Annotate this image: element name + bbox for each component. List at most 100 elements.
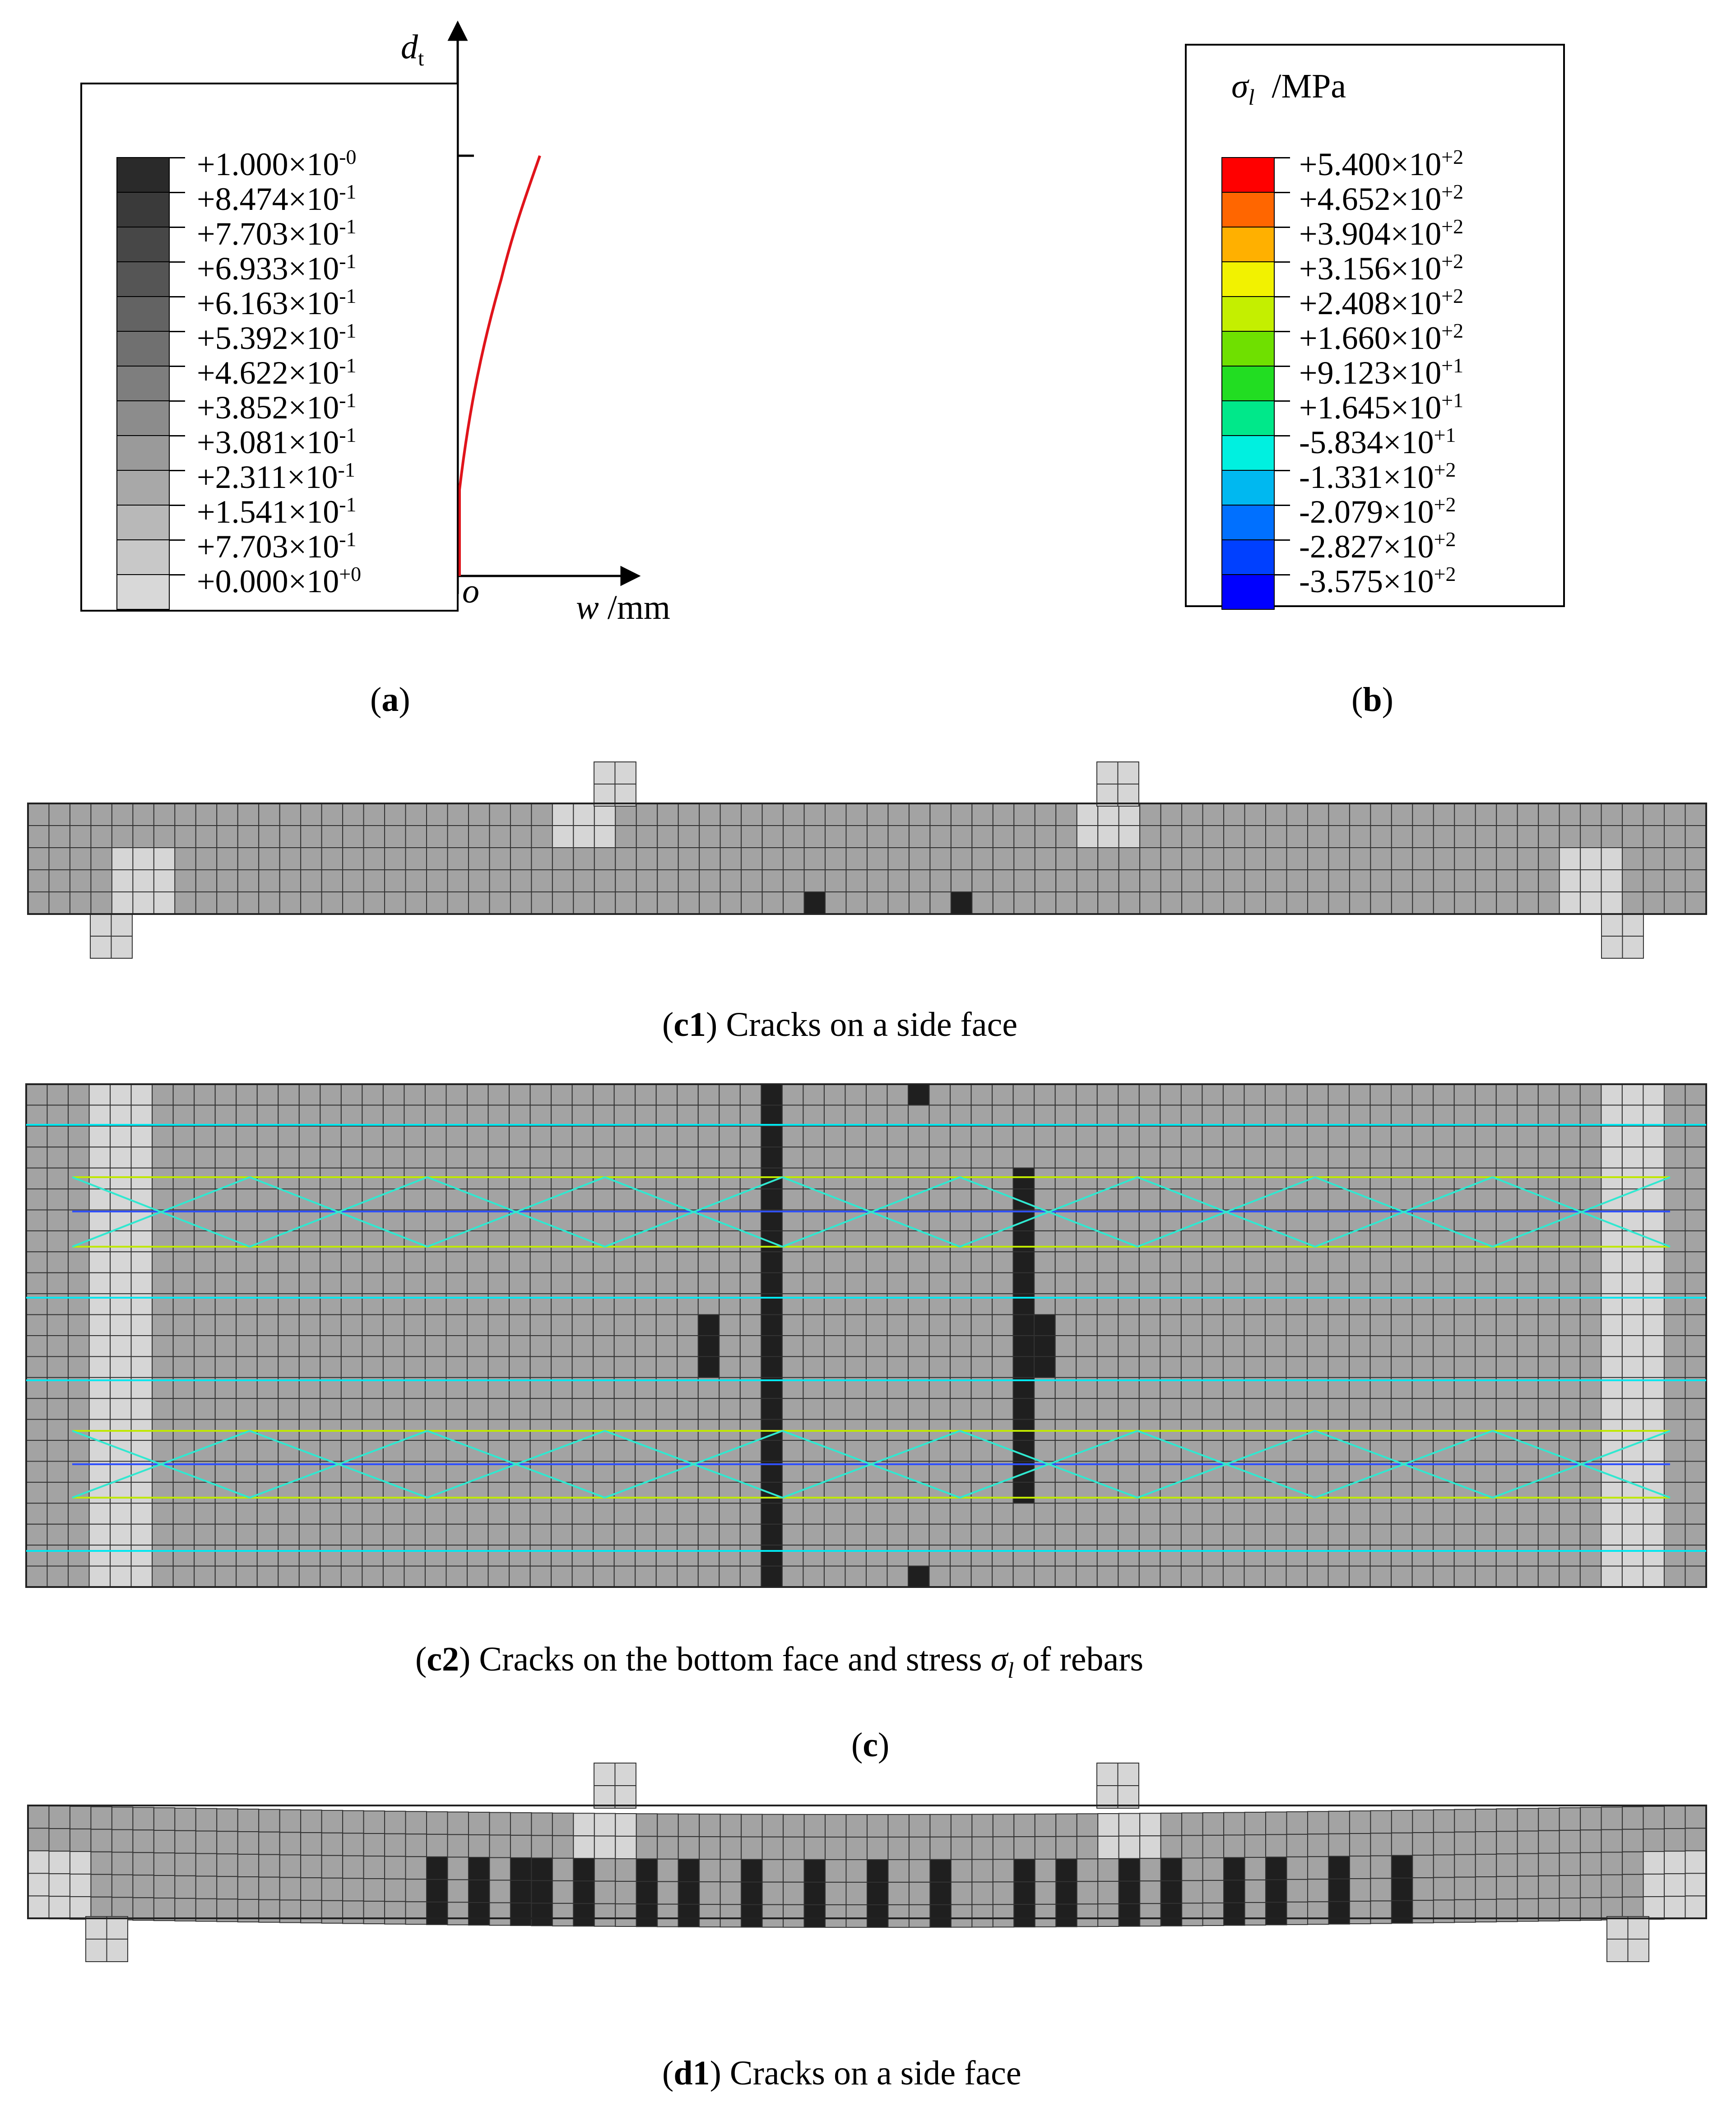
mesh-element bbox=[1412, 891, 1434, 914]
mesh-element bbox=[256, 1272, 279, 1295]
mesh-element bbox=[1454, 1809, 1476, 1833]
mesh-element bbox=[1349, 869, 1371, 892]
mesh-element bbox=[26, 1503, 48, 1525]
mesh-element bbox=[992, 1251, 1014, 1273]
mesh-element bbox=[992, 1859, 1015, 1883]
mesh-element bbox=[866, 1356, 888, 1378]
mesh-element bbox=[300, 1832, 322, 1856]
mesh-element bbox=[950, 1084, 972, 1106]
panel-a-label: (a) bbox=[370, 681, 410, 719]
mesh-element bbox=[1391, 1188, 1413, 1211]
mesh-element bbox=[719, 825, 742, 848]
mesh-element bbox=[1621, 1167, 1644, 1190]
mesh-element bbox=[216, 847, 238, 870]
mesh-element bbox=[1118, 1188, 1140, 1211]
mesh-element bbox=[382, 1565, 405, 1587]
mesh-element bbox=[573, 1880, 595, 1904]
mesh-element bbox=[1076, 869, 1099, 892]
mesh-element bbox=[866, 1105, 888, 1127]
mesh-element bbox=[446, 1545, 468, 1567]
mesh-element bbox=[1202, 1503, 1224, 1525]
mesh-element bbox=[781, 1188, 804, 1211]
mesh-element bbox=[236, 1188, 258, 1211]
loading-plate bbox=[1096, 761, 1119, 784]
mesh-element bbox=[1475, 847, 1497, 870]
stress-legend-swatch bbox=[1221, 227, 1275, 262]
mesh-element bbox=[1580, 891, 1602, 914]
mesh-element bbox=[1370, 825, 1392, 848]
mesh-element bbox=[1643, 1314, 1665, 1336]
mesh-element bbox=[214, 1503, 237, 1525]
mesh-element bbox=[1328, 1398, 1350, 1420]
mesh-element bbox=[1475, 1125, 1497, 1148]
mesh-element bbox=[256, 1356, 279, 1378]
mesh-element bbox=[1034, 1858, 1057, 1882]
mesh-element bbox=[571, 1503, 594, 1525]
mesh-element bbox=[1160, 1857, 1183, 1881]
mesh-element bbox=[1202, 891, 1225, 914]
mesh-element bbox=[1013, 1859, 1035, 1883]
mesh-element bbox=[320, 1356, 342, 1378]
mesh-element bbox=[111, 891, 134, 914]
mesh-element bbox=[1579, 1146, 1602, 1169]
mesh-element bbox=[635, 1084, 657, 1106]
mesh-element bbox=[69, 1805, 92, 1829]
mesh-element bbox=[1370, 1833, 1392, 1856]
mesh-element bbox=[69, 1873, 92, 1897]
mesh-element bbox=[1244, 803, 1267, 826]
mesh-element bbox=[1559, 1272, 1581, 1295]
mesh-element bbox=[362, 1146, 384, 1169]
mesh-element bbox=[1433, 1105, 1455, 1127]
mesh-element bbox=[237, 891, 260, 914]
mesh-element bbox=[342, 891, 364, 914]
loading-plate bbox=[1096, 784, 1119, 807]
mesh-element bbox=[697, 1272, 720, 1295]
mesh-element bbox=[48, 891, 70, 914]
mesh-element bbox=[340, 1167, 363, 1190]
mesh-element bbox=[1453, 1209, 1476, 1231]
mesh-element bbox=[321, 847, 343, 870]
mesh-element bbox=[298, 1503, 321, 1525]
mesh-element bbox=[1202, 1523, 1224, 1546]
mesh-element bbox=[1139, 1880, 1161, 1904]
mesh-element bbox=[887, 1836, 910, 1860]
mesh-element bbox=[152, 1356, 174, 1378]
mesh-element bbox=[531, 1903, 553, 1926]
mesh-element bbox=[1264, 1167, 1287, 1190]
mesh-element bbox=[1663, 1105, 1686, 1127]
mesh-element bbox=[1496, 891, 1518, 914]
mesh-element bbox=[320, 1503, 342, 1525]
mesh-element bbox=[845, 891, 868, 914]
mesh-element bbox=[172, 1565, 195, 1587]
mesh-element bbox=[1475, 1251, 1497, 1273]
mesh-element bbox=[1453, 1335, 1476, 1357]
mesh-element bbox=[46, 1251, 69, 1273]
mesh-element bbox=[1264, 1335, 1287, 1357]
mesh-element bbox=[1118, 1835, 1141, 1859]
mesh-element bbox=[446, 1523, 468, 1546]
mesh-element bbox=[613, 1503, 636, 1525]
mesh-element bbox=[340, 1398, 363, 1420]
mesh-element bbox=[739, 1146, 762, 1169]
mesh-element bbox=[1643, 803, 1665, 826]
mesh-element bbox=[489, 847, 511, 870]
mesh-element bbox=[110, 1314, 132, 1336]
mesh-element bbox=[887, 1565, 909, 1587]
mesh-element bbox=[48, 869, 70, 892]
mesh-element bbox=[1369, 1545, 1392, 1567]
mesh-element bbox=[531, 847, 553, 870]
mesh-element bbox=[1580, 1807, 1602, 1831]
mesh-element bbox=[677, 1230, 699, 1253]
mesh-element bbox=[1517, 1146, 1539, 1169]
mesh-element bbox=[1222, 1125, 1245, 1148]
mesh-element bbox=[382, 1545, 405, 1567]
mesh-element bbox=[298, 1125, 321, 1148]
mesh-element bbox=[1349, 1398, 1371, 1420]
mesh-element bbox=[1601, 1481, 1623, 1504]
mesh-element bbox=[405, 1856, 427, 1880]
mesh-element bbox=[1181, 847, 1203, 870]
mesh-element bbox=[1097, 847, 1119, 870]
mesh-element bbox=[1222, 1230, 1245, 1253]
mesh-element bbox=[1264, 1523, 1287, 1546]
mesh-element bbox=[90, 847, 112, 870]
